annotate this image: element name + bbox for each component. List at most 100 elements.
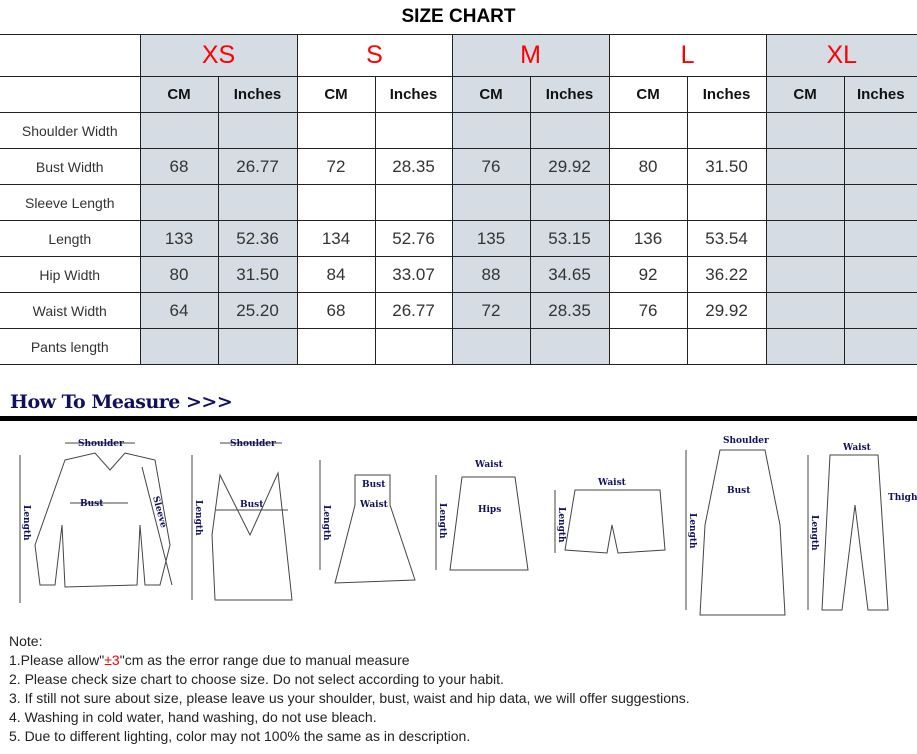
notes: Note: 1.Please allow"±3"cm as the error … (9, 632, 690, 746)
size-xl: XL (765, 34, 917, 77)
unit-inches: Inches (686, 76, 767, 113)
tolerance: ±3 (104, 652, 120, 668)
skirt-diagram: Waist Hips Length (435, 460, 529, 571)
table-cell (608, 112, 688, 149)
svg-text:Waist: Waist (474, 460, 504, 470)
note-3: 3. If still not sure about size, please … (9, 690, 690, 706)
blouse-diagram: Shoulder Bust Length Sleeve (19, 439, 173, 603)
note-1: 1.Please allow"±3"cm as the error range … (9, 652, 410, 668)
note-5: 5. Due to different lighting, color may … (9, 728, 471, 744)
table-cell (451, 184, 531, 221)
table-cell (765, 292, 845, 329)
table-cell (686, 328, 767, 365)
svg-text:Length: Length (321, 505, 331, 541)
table-cell: 72 (451, 292, 531, 329)
table-cell (608, 184, 688, 221)
table-row: Sleeve Length (0, 184, 917, 221)
row-label: Hip Width (0, 256, 141, 293)
svg-text:Length: Length (21, 505, 31, 541)
table-cell (217, 112, 298, 149)
size-header-row: XS S M L XL (0, 34, 917, 77)
svg-text:Sleeve: Sleeve (150, 495, 168, 529)
tank-diagram: Shoulder Bust Length (191, 439, 293, 601)
table-cell (843, 220, 917, 257)
table-cell (529, 112, 610, 149)
table-cell (765, 112, 845, 149)
table-cell (296, 328, 376, 365)
table-cell: 31.50 (686, 148, 767, 185)
size-xs: XS (139, 34, 298, 77)
table-cell: 34.65 (529, 256, 610, 293)
table-cell (139, 112, 219, 149)
table-cell (296, 112, 376, 149)
table-cell: 29.92 (686, 292, 767, 329)
table-cell (843, 148, 917, 185)
table-cell (529, 184, 610, 221)
table-cell (139, 328, 219, 365)
table-cell: 28.35 (529, 292, 610, 329)
note-4: 4. Washing in cold water, hand washing, … (9, 709, 377, 725)
table-cell (451, 328, 531, 365)
size-table: XS S M L XL CM Inches CM Inches CM Inches CM Inches C… (0, 34, 917, 365)
notes-heading: Note: (9, 633, 43, 649)
table-cell (374, 184, 453, 221)
size-s: S (296, 34, 453, 77)
row-label: Bust Width (0, 148, 141, 185)
svg-text:Bust: Bust (240, 500, 264, 510)
svg-text:Waist: Waist (597, 478, 627, 488)
unit-cm: CM (608, 76, 688, 113)
table-cell: 26.77 (217, 148, 298, 185)
svg-text:Bust: Bust (80, 499, 104, 509)
table-cell (374, 328, 453, 365)
table-cell (296, 184, 376, 221)
table-cell: 133 (139, 220, 219, 257)
table-cell: 52.76 (374, 220, 453, 257)
table-cell: 76 (608, 292, 688, 329)
svg-text:Length: Length (556, 507, 566, 543)
dress-diagram: Bust Waist Length (319, 460, 416, 584)
svg-text:Length: Length (687, 513, 697, 549)
table-cell: 31.50 (217, 256, 298, 293)
table-cell: 53.54 (686, 220, 767, 257)
svg-text:Hips: Hips (478, 505, 501, 515)
table-cell (374, 112, 453, 149)
table-cell: 134 (296, 220, 376, 257)
table-cell (765, 328, 845, 365)
svg-text:Length: Length (193, 500, 203, 536)
svg-text:Thigh: Thigh (888, 493, 917, 503)
table-cell (529, 328, 610, 365)
table-cell: 88 (451, 256, 531, 293)
shorts-diagram: Waist Length (554, 478, 666, 554)
how-to-measure-heading: How To Measure >>> (10, 391, 233, 413)
table-cell (765, 220, 845, 257)
table-cell (608, 328, 688, 365)
table-cell: 68 (296, 292, 376, 329)
table-cell (686, 184, 767, 221)
table-cell (217, 328, 298, 365)
unit-cm: CM (765, 76, 845, 113)
row-label: Pants length (0, 328, 141, 365)
table-cell: 76 (451, 148, 531, 185)
table-cell: 68 (139, 148, 219, 185)
svg-text:Shoulder: Shoulder (723, 436, 769, 446)
table-cell: 80 (139, 256, 219, 293)
table-cell: 36.22 (686, 256, 767, 293)
row-label: Waist Width (0, 292, 141, 329)
row-label: Length (0, 220, 141, 257)
table-cell: 33.07 (374, 256, 453, 293)
unit-header-row: CM Inches CM Inches CM Inches CM Inches CM Inches (0, 76, 917, 113)
label-shoulder: Shoulder (78, 439, 124, 449)
table-cell (217, 184, 298, 221)
size-l: L (608, 34, 767, 77)
table-cell (765, 148, 845, 185)
svg-text:Shoulder: Shoulder (230, 439, 276, 449)
unit-inches: Inches (529, 76, 610, 113)
table-cell (451, 112, 531, 149)
table-cell (686, 112, 767, 149)
table-cell (843, 256, 917, 293)
svg-text:Waist: Waist (359, 500, 389, 510)
row-label: Shoulder Width (0, 112, 141, 149)
table-cell: 26.77 (374, 292, 453, 329)
table-row: Shoulder Width (0, 112, 917, 149)
table-cell: 84 (296, 256, 376, 293)
